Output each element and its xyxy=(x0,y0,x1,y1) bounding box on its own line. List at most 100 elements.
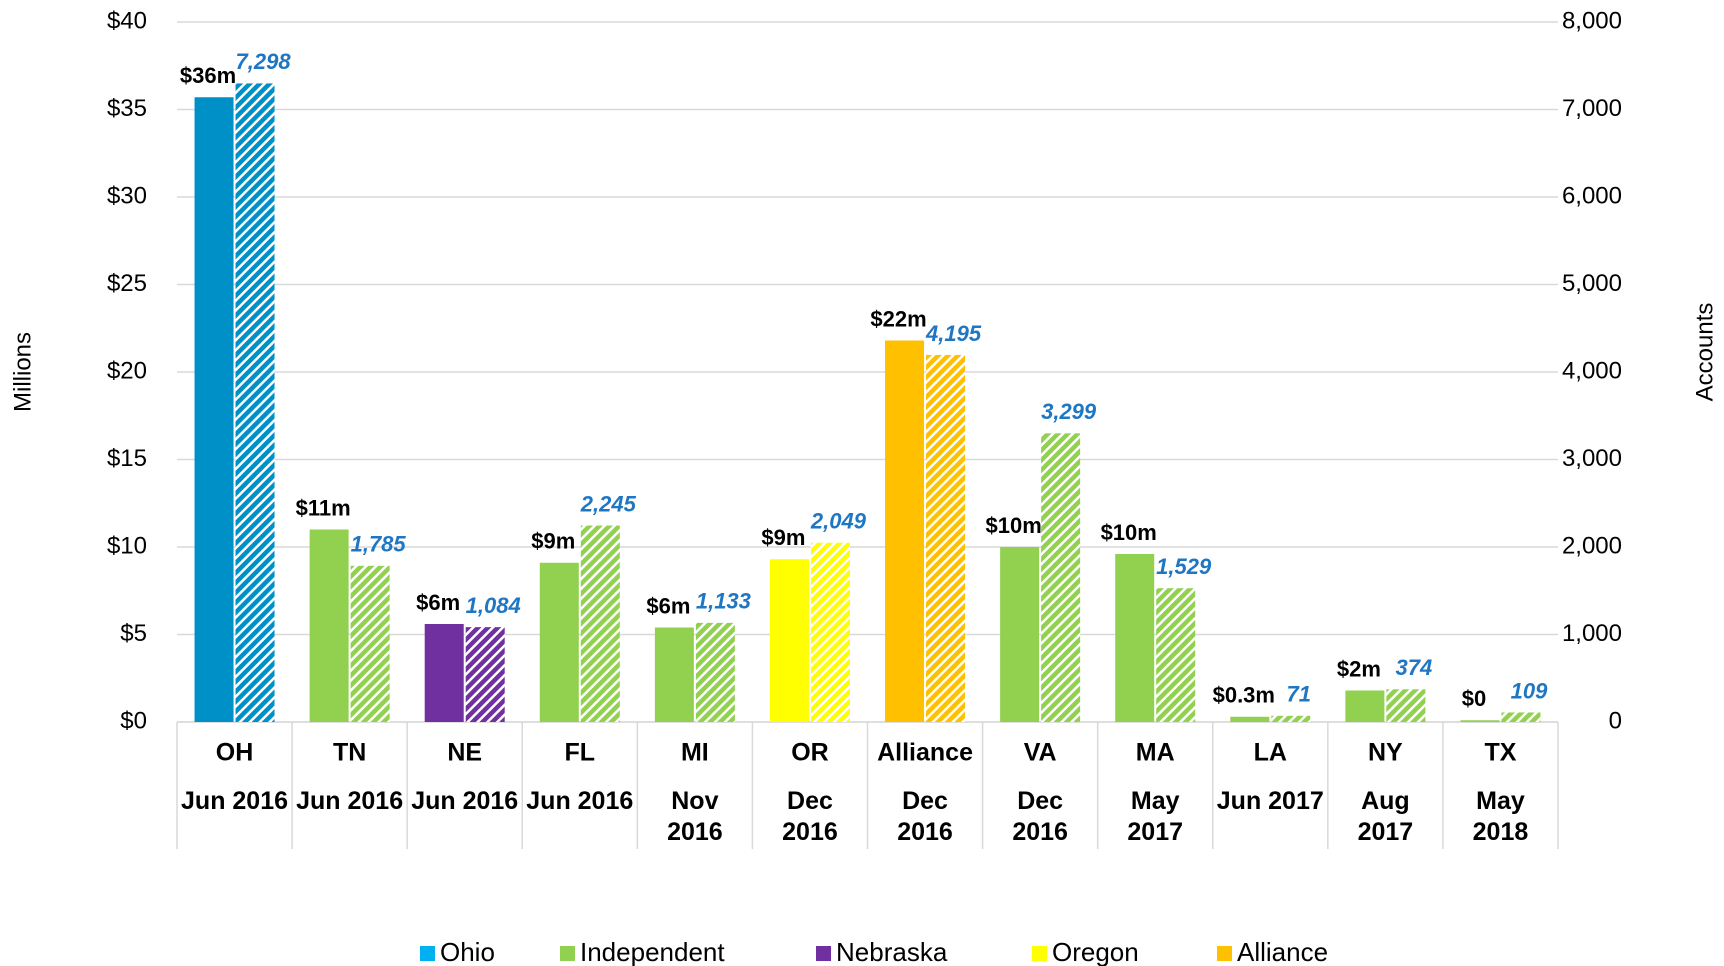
y2-tick-label: 4,000 xyxy=(1562,357,1622,384)
y2-tick-label: 5,000 xyxy=(1562,270,1622,297)
accounts-label: 109 xyxy=(1511,678,1548,703)
value-label: $0.3m xyxy=(1213,683,1275,708)
x-tick-label: VA xyxy=(1024,739,1057,767)
legend-label: Nebraska xyxy=(836,937,948,966)
date-label: Dec 2016 xyxy=(897,787,953,846)
date-label: Jun 2016 xyxy=(181,787,289,815)
hatched-bar xyxy=(465,627,505,722)
hatched-bar xyxy=(580,525,620,722)
y-tick-label: $20 xyxy=(107,357,147,384)
x-tick-label: LA xyxy=(1254,739,1287,767)
bar xyxy=(539,562,579,722)
legend-swatch xyxy=(420,946,435,961)
accounts-label: 2,049 xyxy=(810,509,867,534)
hatched-bar xyxy=(1156,588,1196,722)
y2-tick-label: 0 xyxy=(1609,707,1622,734)
date-label: Aug 2017 xyxy=(1357,787,1414,846)
y2-tick-label: 2,000 xyxy=(1562,532,1622,559)
y-tick-label: $25 xyxy=(107,270,147,297)
date-label: Dec 2016 xyxy=(1012,787,1068,846)
accounts-label: 374 xyxy=(1396,655,1433,680)
y2-axis-title: Accounts xyxy=(1691,303,1718,402)
legend-swatch xyxy=(816,946,831,961)
date-label: May 2018 xyxy=(1472,787,1529,846)
value-label: $0 xyxy=(1462,686,1486,711)
hatched-bar xyxy=(926,354,966,722)
date-label: May 2017 xyxy=(1127,787,1184,846)
legend-label: Alliance xyxy=(1237,937,1328,966)
value-label: $11m xyxy=(296,495,351,520)
accounts-label: 2,245 xyxy=(580,491,637,516)
legend-label: Ohio xyxy=(440,937,495,966)
x-tick-label: Alliance xyxy=(877,739,973,767)
x-tick-label: NE xyxy=(447,739,482,767)
legend-label: Independent xyxy=(580,937,725,966)
accounts-label: 3,299 xyxy=(1041,399,1097,424)
hatched-bar xyxy=(1501,712,1541,722)
y2-tick-label: 1,000 xyxy=(1562,620,1622,647)
value-label: $9m xyxy=(761,525,805,550)
accounts-label: 71 xyxy=(1287,682,1311,707)
legend-swatch xyxy=(560,946,575,961)
bar xyxy=(885,340,925,722)
y2-tick-label: 7,000 xyxy=(1562,95,1622,122)
bar xyxy=(1115,554,1155,722)
y-tick-label: $0 xyxy=(120,707,147,734)
accounts-label: 7,298 xyxy=(236,49,292,74)
bar xyxy=(309,529,349,722)
x-tick-label: MI xyxy=(681,739,709,767)
x-tick-label: MA xyxy=(1136,739,1175,767)
bar xyxy=(654,627,694,722)
accounts-label: 1,785 xyxy=(351,532,407,557)
x-tick-label: TX xyxy=(1484,739,1516,767)
value-label: $9m xyxy=(531,529,575,554)
value-label: $36m xyxy=(180,63,236,88)
accounts-label: 1,529 xyxy=(1156,554,1212,579)
value-label: $2m xyxy=(1337,656,1381,681)
accounts-label: 1,084 xyxy=(466,593,521,618)
value-label: $10m xyxy=(1101,520,1157,545)
y-tick-label: $5 xyxy=(120,620,147,647)
date-label: Jun 2016 xyxy=(526,787,634,815)
hatched-bar xyxy=(810,542,850,722)
hatched-bar xyxy=(350,565,390,722)
hatched-bar xyxy=(235,83,275,723)
x-tick-label: OR xyxy=(791,739,829,767)
accounts-label: 4,195 xyxy=(925,321,982,346)
hatched-bar xyxy=(1386,689,1426,722)
bar xyxy=(194,97,234,722)
x-tick-label: FL xyxy=(565,739,596,767)
value-label: $10m xyxy=(985,513,1041,538)
hatched-bar xyxy=(1041,433,1081,722)
y-tick-label: $15 xyxy=(107,445,147,472)
y-tick-label: $30 xyxy=(107,182,147,209)
bar xyxy=(1460,720,1500,722)
legend-swatch xyxy=(1032,946,1047,961)
legend-label: Oregon xyxy=(1052,937,1139,966)
date-label: Jun 2016 xyxy=(296,787,404,815)
hatched-bar xyxy=(1271,715,1311,722)
x-tick-label: OH xyxy=(216,739,254,767)
date-label: Dec 2016 xyxy=(782,787,838,846)
x-tick-label: NY xyxy=(1368,739,1403,767)
value-label: $22m xyxy=(870,306,926,331)
date-label: Jun 2016 xyxy=(411,787,519,815)
date-label: Nov 2016 xyxy=(667,787,723,846)
date-label: Jun 2017 xyxy=(1216,787,1324,815)
value-label: $6m xyxy=(646,593,690,618)
value-label: $6m xyxy=(416,590,460,615)
bar xyxy=(1230,716,1270,722)
bar xyxy=(1000,547,1040,722)
y-tick-label: $35 xyxy=(107,95,147,122)
bar xyxy=(424,624,464,722)
x-tick-label: TN xyxy=(333,739,366,767)
y-axis-title: Millions xyxy=(9,332,36,412)
y2-tick-label: 6,000 xyxy=(1562,182,1622,209)
y-tick-label: $40 xyxy=(107,7,147,34)
bar xyxy=(1345,690,1385,722)
y2-tick-label: 3,000 xyxy=(1562,445,1622,472)
y2-tick-label: 8,000 xyxy=(1562,7,1622,34)
legend-swatch xyxy=(1217,946,1232,961)
